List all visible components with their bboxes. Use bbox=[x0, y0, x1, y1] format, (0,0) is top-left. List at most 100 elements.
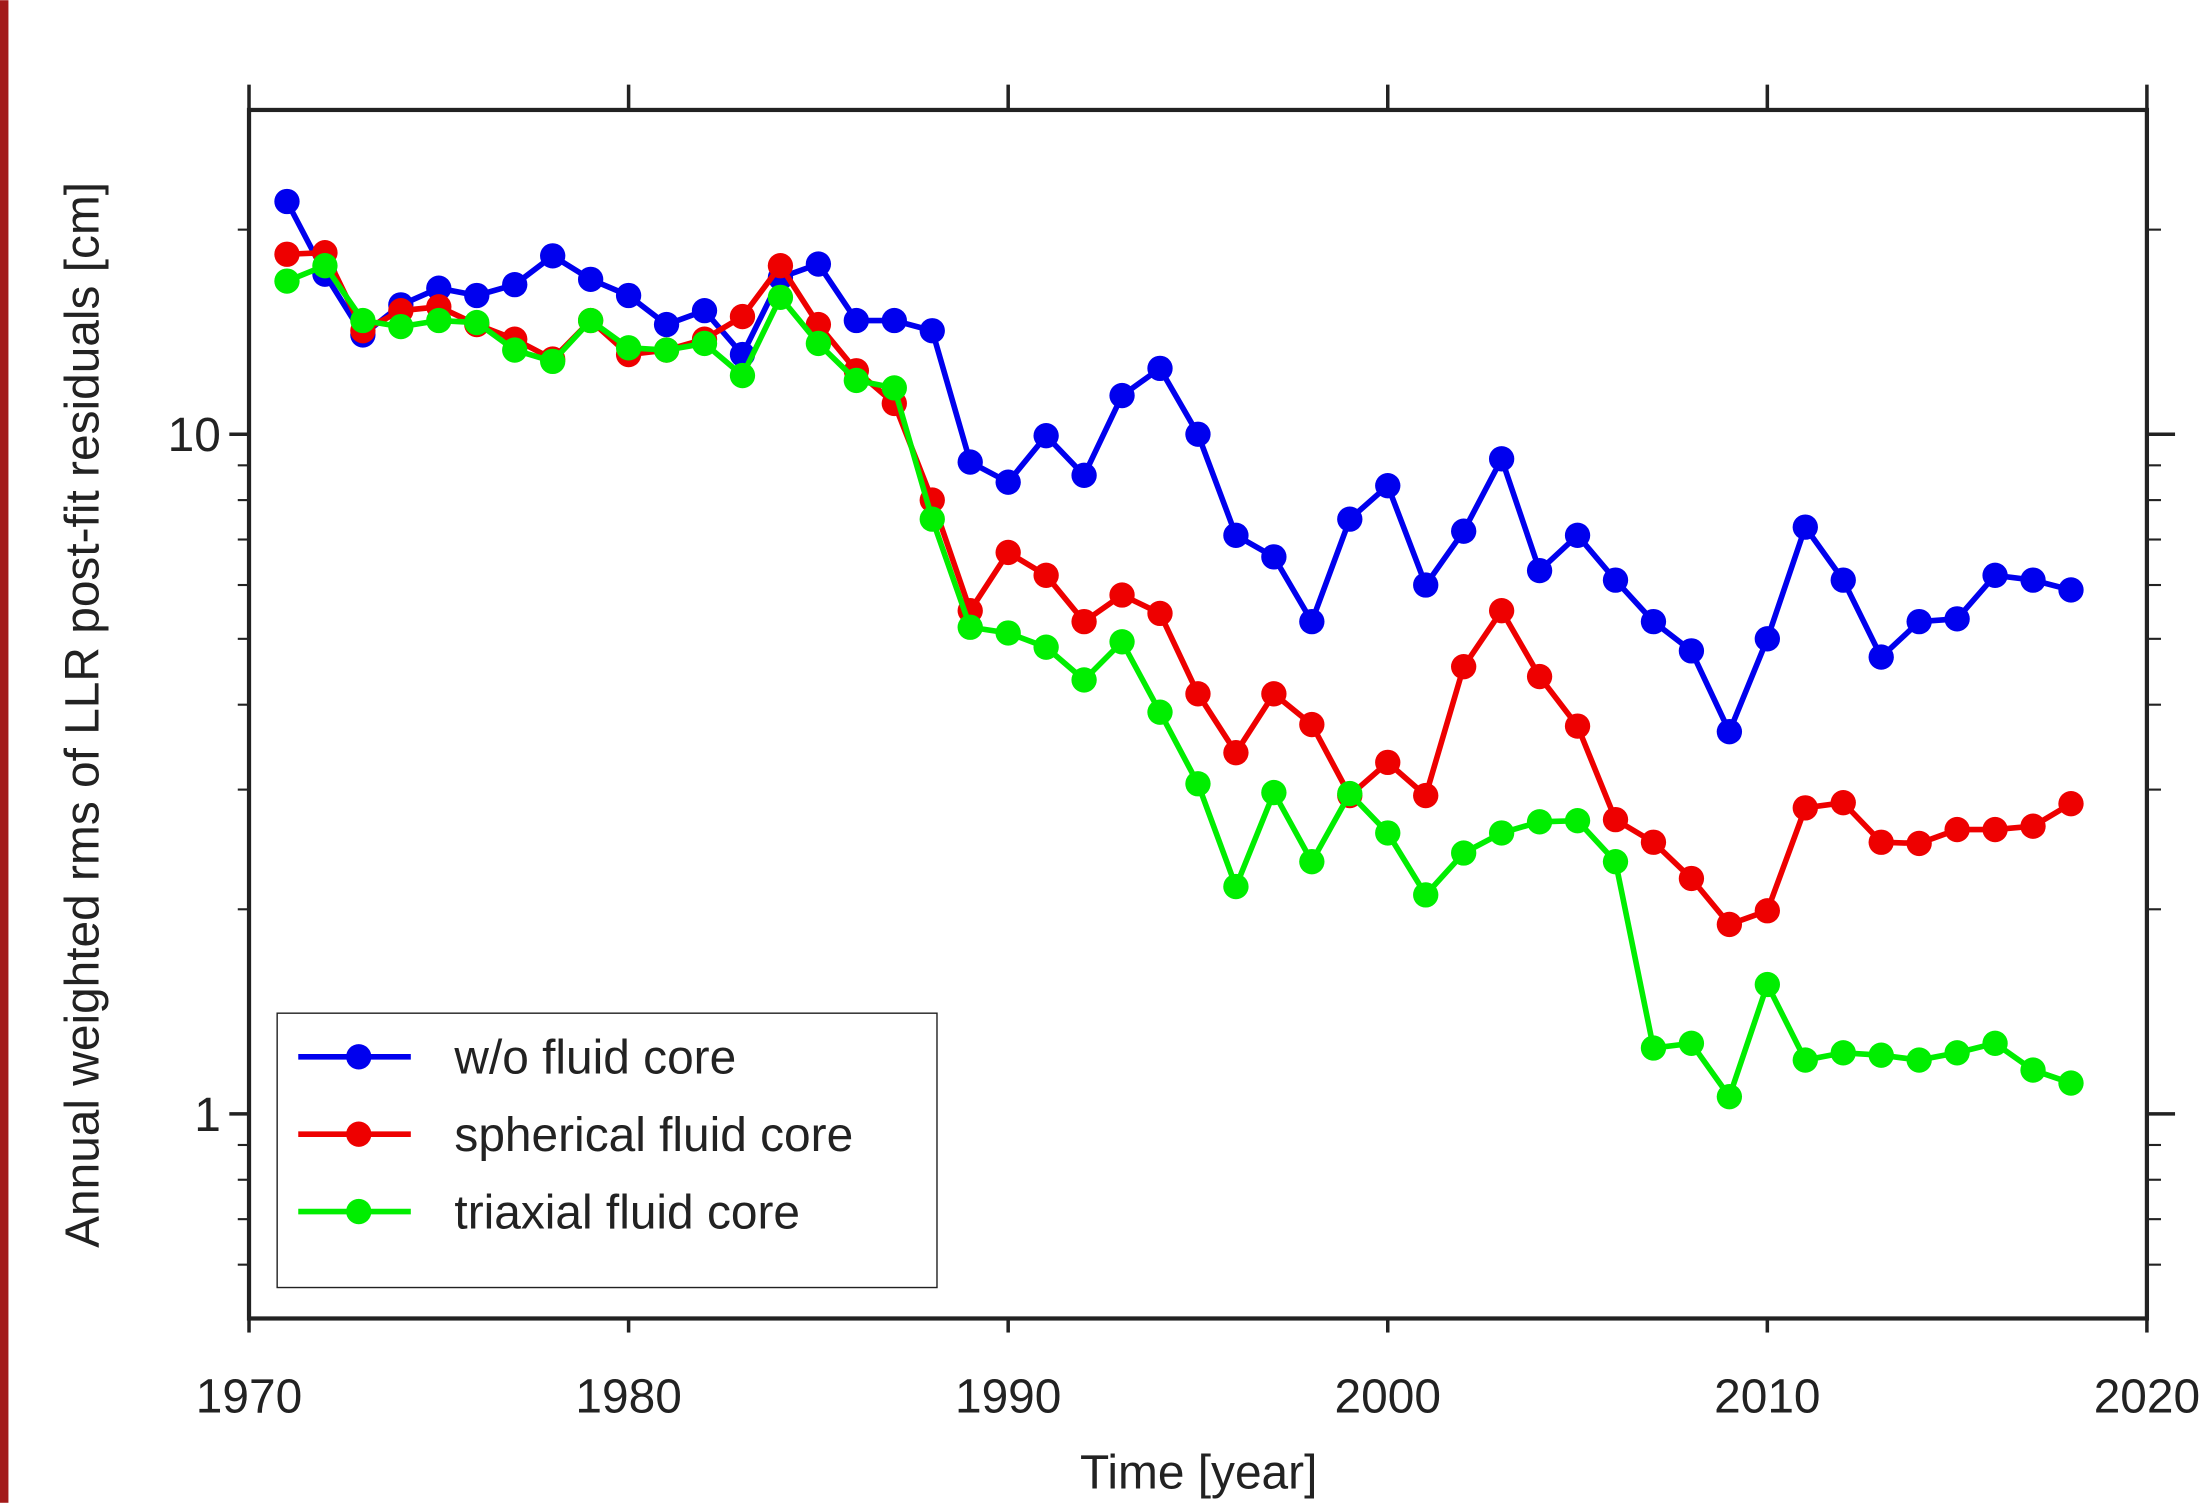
data-point bbox=[1602, 567, 1629, 593]
data-point bbox=[1147, 355, 1173, 382]
data-point bbox=[1564, 522, 1591, 548]
data-point bbox=[1602, 806, 1629, 833]
data-point bbox=[464, 282, 490, 309]
data-point bbox=[1488, 820, 1515, 846]
data-point bbox=[2058, 577, 2084, 603]
data-point bbox=[1451, 654, 1477, 680]
data-point bbox=[1488, 446, 1515, 472]
data-point bbox=[464, 309, 490, 336]
data-point bbox=[540, 348, 566, 375]
data-point bbox=[1792, 795, 1818, 821]
data-point bbox=[577, 266, 604, 293]
data-point bbox=[691, 330, 718, 357]
data-point bbox=[1375, 473, 1401, 499]
data-point bbox=[1337, 780, 1363, 807]
x-tick-label: 1970 bbox=[196, 1371, 302, 1424]
data-point bbox=[729, 303, 756, 330]
data-point bbox=[1147, 699, 1173, 725]
data-point bbox=[1906, 1047, 1932, 1073]
data-point bbox=[957, 614, 983, 640]
y-axis-title: Annual weighted rms of LLR post-fit resi… bbox=[56, 182, 109, 1248]
data-point bbox=[577, 307, 604, 334]
series-line bbox=[285, 262, 2072, 1103]
data-point bbox=[1640, 608, 1667, 635]
data-point bbox=[502, 337, 528, 363]
data-point bbox=[2020, 1057, 2046, 1083]
data-point bbox=[1109, 382, 1135, 409]
data-point bbox=[1944, 816, 1970, 843]
data-point bbox=[1261, 681, 1287, 707]
data-point bbox=[426, 275, 452, 301]
data-point bbox=[615, 282, 642, 309]
data-point bbox=[1375, 820, 1401, 846]
data-point bbox=[1033, 423, 1059, 449]
data-point bbox=[881, 375, 907, 401]
data-point bbox=[767, 253, 794, 279]
data-point bbox=[1451, 518, 1477, 544]
data-point bbox=[1451, 840, 1477, 866]
legend-label: spherical fluid core bbox=[454, 1109, 853, 1162]
data-point bbox=[881, 307, 907, 334]
data-point bbox=[1982, 1030, 2008, 1056]
data-point bbox=[1982, 562, 2008, 588]
x-tick-label: 1980 bbox=[575, 1371, 681, 1424]
y-tick-label: 10 bbox=[168, 409, 221, 462]
data-point bbox=[843, 307, 870, 334]
data-point bbox=[691, 297, 718, 324]
data-point bbox=[2020, 813, 2046, 839]
data-point bbox=[1754, 626, 1780, 652]
x-tick-label: 1990 bbox=[955, 1371, 1061, 1424]
data-point bbox=[919, 506, 945, 532]
data-point bbox=[995, 620, 1021, 646]
data-point bbox=[1678, 638, 1705, 664]
data-point bbox=[1526, 663, 1553, 690]
x-tick-label: 2020 bbox=[2094, 1371, 2200, 1424]
data-point bbox=[2058, 1070, 2084, 1096]
data-point bbox=[1071, 608, 1097, 635]
data-point bbox=[805, 330, 832, 357]
data-point bbox=[615, 335, 642, 361]
y-tick-label: 1 bbox=[194, 1089, 221, 1142]
data-point bbox=[1716, 1084, 1743, 1110]
data-point bbox=[1602, 849, 1629, 875]
data-point bbox=[1526, 557, 1553, 584]
data-point bbox=[1830, 567, 1856, 593]
data-point bbox=[1944, 606, 1970, 632]
data-point bbox=[1109, 629, 1135, 655]
data-point bbox=[1640, 829, 1667, 855]
legend-label: triaxial fluid core bbox=[454, 1186, 800, 1239]
data-point bbox=[1944, 1040, 1970, 1066]
legend-marker bbox=[346, 1198, 372, 1225]
data-point bbox=[767, 284, 794, 311]
legend-label: w/o fluid core bbox=[453, 1032, 736, 1085]
data-point bbox=[1223, 873, 1249, 900]
data-point bbox=[1754, 971, 1780, 998]
data-point bbox=[1868, 829, 1894, 855]
data-point bbox=[843, 367, 870, 394]
data-point bbox=[350, 307, 376, 334]
plot-frame bbox=[246, 107, 2150, 1321]
x-axis-title: Time [year] bbox=[1080, 1447, 1317, 1500]
data-point bbox=[1413, 882, 1439, 908]
data-point bbox=[1299, 849, 1325, 875]
data-point bbox=[1033, 634, 1059, 660]
data-point bbox=[1754, 898, 1780, 924]
data-point bbox=[805, 251, 832, 277]
data-point bbox=[1071, 667, 1097, 693]
data-point bbox=[1526, 809, 1553, 835]
data-point bbox=[653, 337, 680, 363]
data-point bbox=[1792, 514, 1818, 540]
data-point bbox=[1678, 865, 1705, 892]
data-point bbox=[1792, 1047, 1818, 1073]
data-point bbox=[1299, 711, 1325, 738]
data-point bbox=[1564, 808, 1591, 834]
data-point bbox=[1223, 522, 1249, 548]
x-tick-label: 2010 bbox=[1714, 1371, 1820, 1424]
data-point bbox=[1261, 779, 1287, 806]
data-point bbox=[274, 188, 300, 215]
data-point bbox=[995, 469, 1021, 495]
data-point bbox=[1223, 740, 1249, 766]
data-point bbox=[1413, 572, 1439, 598]
